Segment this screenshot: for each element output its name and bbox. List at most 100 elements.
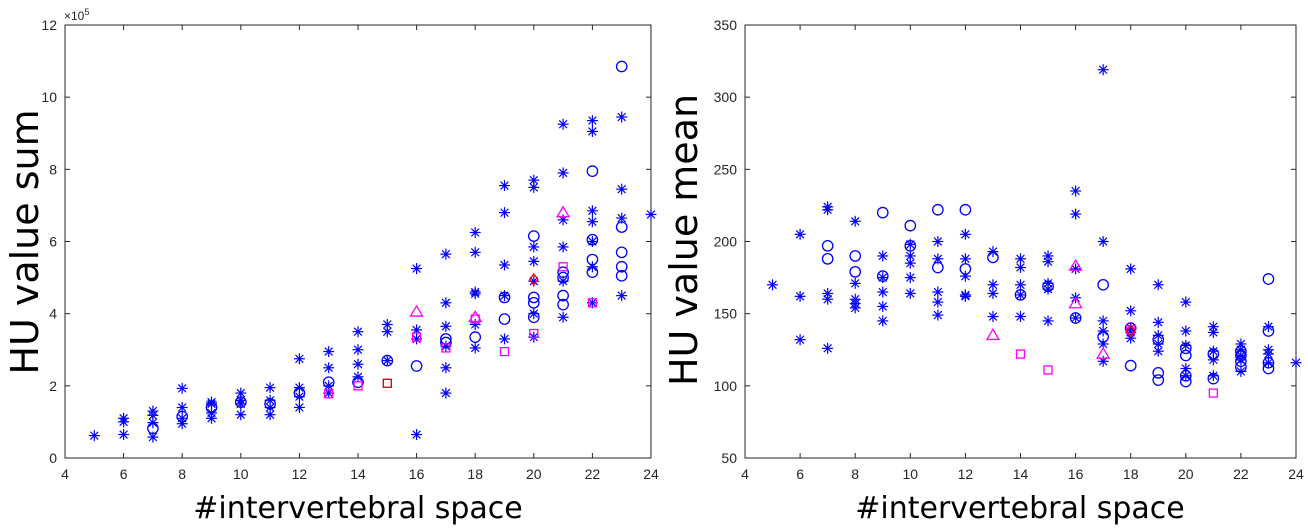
right-star-point xyxy=(1290,357,1302,369)
right-circle-point xyxy=(821,252,834,265)
right-circle-point xyxy=(1152,333,1165,346)
left-star-point xyxy=(293,353,305,365)
right-star-point xyxy=(822,204,834,216)
right-star-point xyxy=(1152,279,1164,291)
right-circle-point xyxy=(1179,349,1192,362)
right-star-point xyxy=(1097,315,1109,327)
left-circle-point xyxy=(469,331,482,343)
left-circle-point xyxy=(293,387,306,399)
left-circle-point xyxy=(176,410,189,423)
left-star-point xyxy=(586,205,598,217)
right-circle-point xyxy=(876,206,889,219)
right-circle-point xyxy=(959,263,972,275)
left-circle-point xyxy=(527,291,540,304)
right-star-point xyxy=(1152,316,1164,328)
left-star-point xyxy=(381,318,393,330)
left-circle-point xyxy=(527,311,540,324)
right-star-point xyxy=(904,257,916,269)
left-circle-point xyxy=(615,260,628,273)
right-circle-point xyxy=(1179,369,1192,382)
right-star-point xyxy=(877,250,889,262)
left-x-tick-label: 24 xyxy=(643,466,659,482)
right-star-point xyxy=(1015,279,1026,291)
left-circle-point xyxy=(586,165,599,177)
left-star-point xyxy=(264,382,276,394)
left-circle-point xyxy=(615,269,628,282)
left-star-point xyxy=(381,355,393,367)
right-circle-point xyxy=(904,219,917,232)
left-square-point xyxy=(499,346,510,357)
right-star-point xyxy=(1125,305,1137,317)
right-star-point xyxy=(1042,315,1054,327)
left-star-point xyxy=(557,214,569,226)
right-star-point xyxy=(794,290,806,302)
right-circle-point xyxy=(1179,375,1192,388)
left-circle-point xyxy=(498,291,511,304)
left-x-tick-label: 14 xyxy=(350,466,366,482)
right-star-point xyxy=(904,272,916,284)
left-star-point xyxy=(147,405,159,417)
right-x-tick-label: 20 xyxy=(1178,466,1194,482)
right-circle-point xyxy=(1262,356,1275,369)
right-circle-point xyxy=(1207,348,1220,360)
left-star-point xyxy=(557,118,569,130)
left-square-point xyxy=(353,381,363,391)
left-circle-point xyxy=(586,233,599,246)
right-star-point xyxy=(1070,185,1082,197)
right-circle-point xyxy=(1152,366,1165,379)
right-star-point xyxy=(959,253,971,265)
right-y-tick-label: 150 xyxy=(714,306,738,322)
right-star-point xyxy=(849,215,861,227)
right-star-point xyxy=(959,228,971,240)
right-star-point xyxy=(1070,263,1082,275)
left-circle-point xyxy=(381,354,394,367)
left-circle-point xyxy=(557,266,569,279)
left-x-tick-label: 4 xyxy=(61,466,69,482)
right-star-point xyxy=(1070,208,1082,220)
left-diamond-point xyxy=(528,272,539,286)
right-star-point xyxy=(1015,311,1026,323)
left-circle-point xyxy=(440,336,452,349)
right-y-tick-label: 250 xyxy=(714,161,738,177)
right-star-point xyxy=(1042,256,1054,268)
left-star-point xyxy=(528,241,540,253)
right-circle-point xyxy=(1262,362,1275,375)
left-star-point xyxy=(293,401,305,413)
left-star-point xyxy=(528,255,540,267)
right-circle-point xyxy=(1179,342,1192,355)
right-circle-point xyxy=(849,250,862,262)
left-y-tick-label: 6 xyxy=(49,234,57,250)
right-circle-point xyxy=(1152,374,1165,386)
left-circle-point xyxy=(557,289,569,302)
right-star-point xyxy=(1097,355,1109,367)
left-star-point xyxy=(411,263,423,275)
left-circle-point xyxy=(234,396,247,408)
left-star-point xyxy=(557,167,569,179)
left-star-point xyxy=(469,342,481,354)
left-y-tick-label: 8 xyxy=(49,161,57,177)
right-circle-point xyxy=(849,265,862,278)
left-square-point xyxy=(470,314,480,324)
left-star-point xyxy=(616,111,628,123)
right-circle-point xyxy=(1097,278,1110,291)
right-plot-area xyxy=(744,24,1297,459)
left-circle-point xyxy=(557,298,569,311)
right-star-point xyxy=(959,290,971,302)
left-x-axis-label: #intervertebral space xyxy=(193,491,522,526)
left-star-point xyxy=(176,382,188,394)
left-star-point xyxy=(411,429,423,441)
right-x-tick-label: 4 xyxy=(741,466,749,482)
right-circle-point xyxy=(1069,312,1082,324)
right-y-tick-label: 200 xyxy=(714,234,738,250)
right-diamond-point xyxy=(1125,324,1136,338)
right-star-point xyxy=(1097,236,1109,247)
left-circle-point xyxy=(147,422,159,435)
left-star-point xyxy=(440,248,452,260)
left-circle-point xyxy=(205,401,218,414)
left-star-point xyxy=(440,387,452,399)
left-y-tick-label: 4 xyxy=(49,306,57,322)
left-x-tick-label: 10 xyxy=(233,466,249,482)
right-star-point xyxy=(877,315,889,327)
left-star-point xyxy=(440,297,452,309)
right-circle-point xyxy=(1124,359,1137,372)
